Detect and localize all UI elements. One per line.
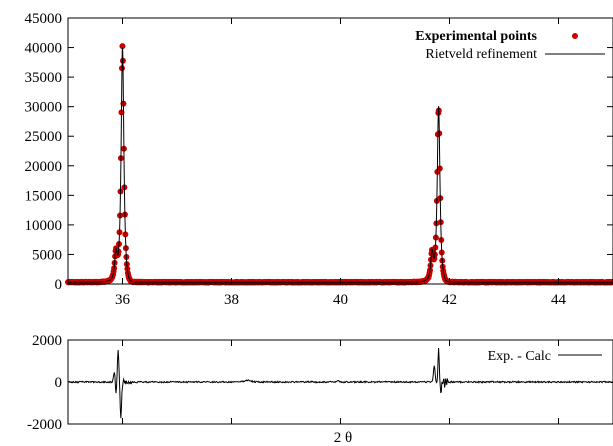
bottom-y-tick-label: 2000: [32, 333, 62, 349]
top-y-tick-label: 45000: [25, 11, 63, 27]
residual-data-marks: [67, 348, 613, 419]
bottom-y-tick-label: 0: [55, 375, 63, 391]
experimental-point: [119, 43, 126, 50]
bottom-chart-panel: -2000 0 2000 Exp. - Calc 2 θ: [27, 333, 613, 446]
x-axis-title: 2 θ: [334, 430, 352, 446]
top-y-tick-label: 5000: [32, 247, 62, 263]
bottom-legend: Exp. - Calc: [488, 349, 602, 364]
bottom-plot-frame: [67, 339, 613, 425]
legend-residual-label: Exp. - Calc: [488, 349, 551, 364]
bottom-axes: -2000 0 2000: [27, 333, 613, 433]
top-x-tick-label: 38: [224, 292, 239, 308]
bottom-y-tick-label: -2000: [27, 417, 62, 433]
rietveld-refinement-line: [68, 47, 613, 283]
top-legend: Experimental points Rietveld refinement: [415, 29, 605, 62]
top-y-tick-label: 40000: [25, 41, 63, 57]
legend-experimental-label: Experimental points: [415, 29, 537, 44]
top-y-tick-label: 25000: [25, 129, 63, 145]
legend-experimental-marker: [572, 33, 578, 39]
top-y-tick-label: 10000: [25, 218, 63, 234]
top-axes: 0 5000 10000 15000 20000 25000 30000 35000 40000…: [25, 11, 613, 308]
top-y-tick-label: 0: [55, 277, 63, 293]
top-x-tick-label: 44: [551, 292, 567, 308]
top-x-tick-label: 40: [333, 292, 348, 308]
top-y-tick-label: 20000: [25, 159, 63, 175]
legend-rietveld-label: Rietveld refinement: [425, 47, 537, 62]
top-y-tick-label: 30000: [25, 100, 63, 116]
top-x-tick-label: 36: [115, 292, 131, 308]
residual-line: [67, 348, 613, 419]
top-plot-frame: [67, 17, 613, 285]
top-data-marks: [65, 43, 613, 286]
top-x-tick-label: 42: [442, 292, 457, 308]
top-y-tick-label: 35000: [25, 70, 63, 86]
top-chart-panel: 0 5000 10000 15000 20000 25000 30000 35000 40000…: [25, 11, 613, 308]
top-y-tick-label: 15000: [25, 188, 63, 204]
